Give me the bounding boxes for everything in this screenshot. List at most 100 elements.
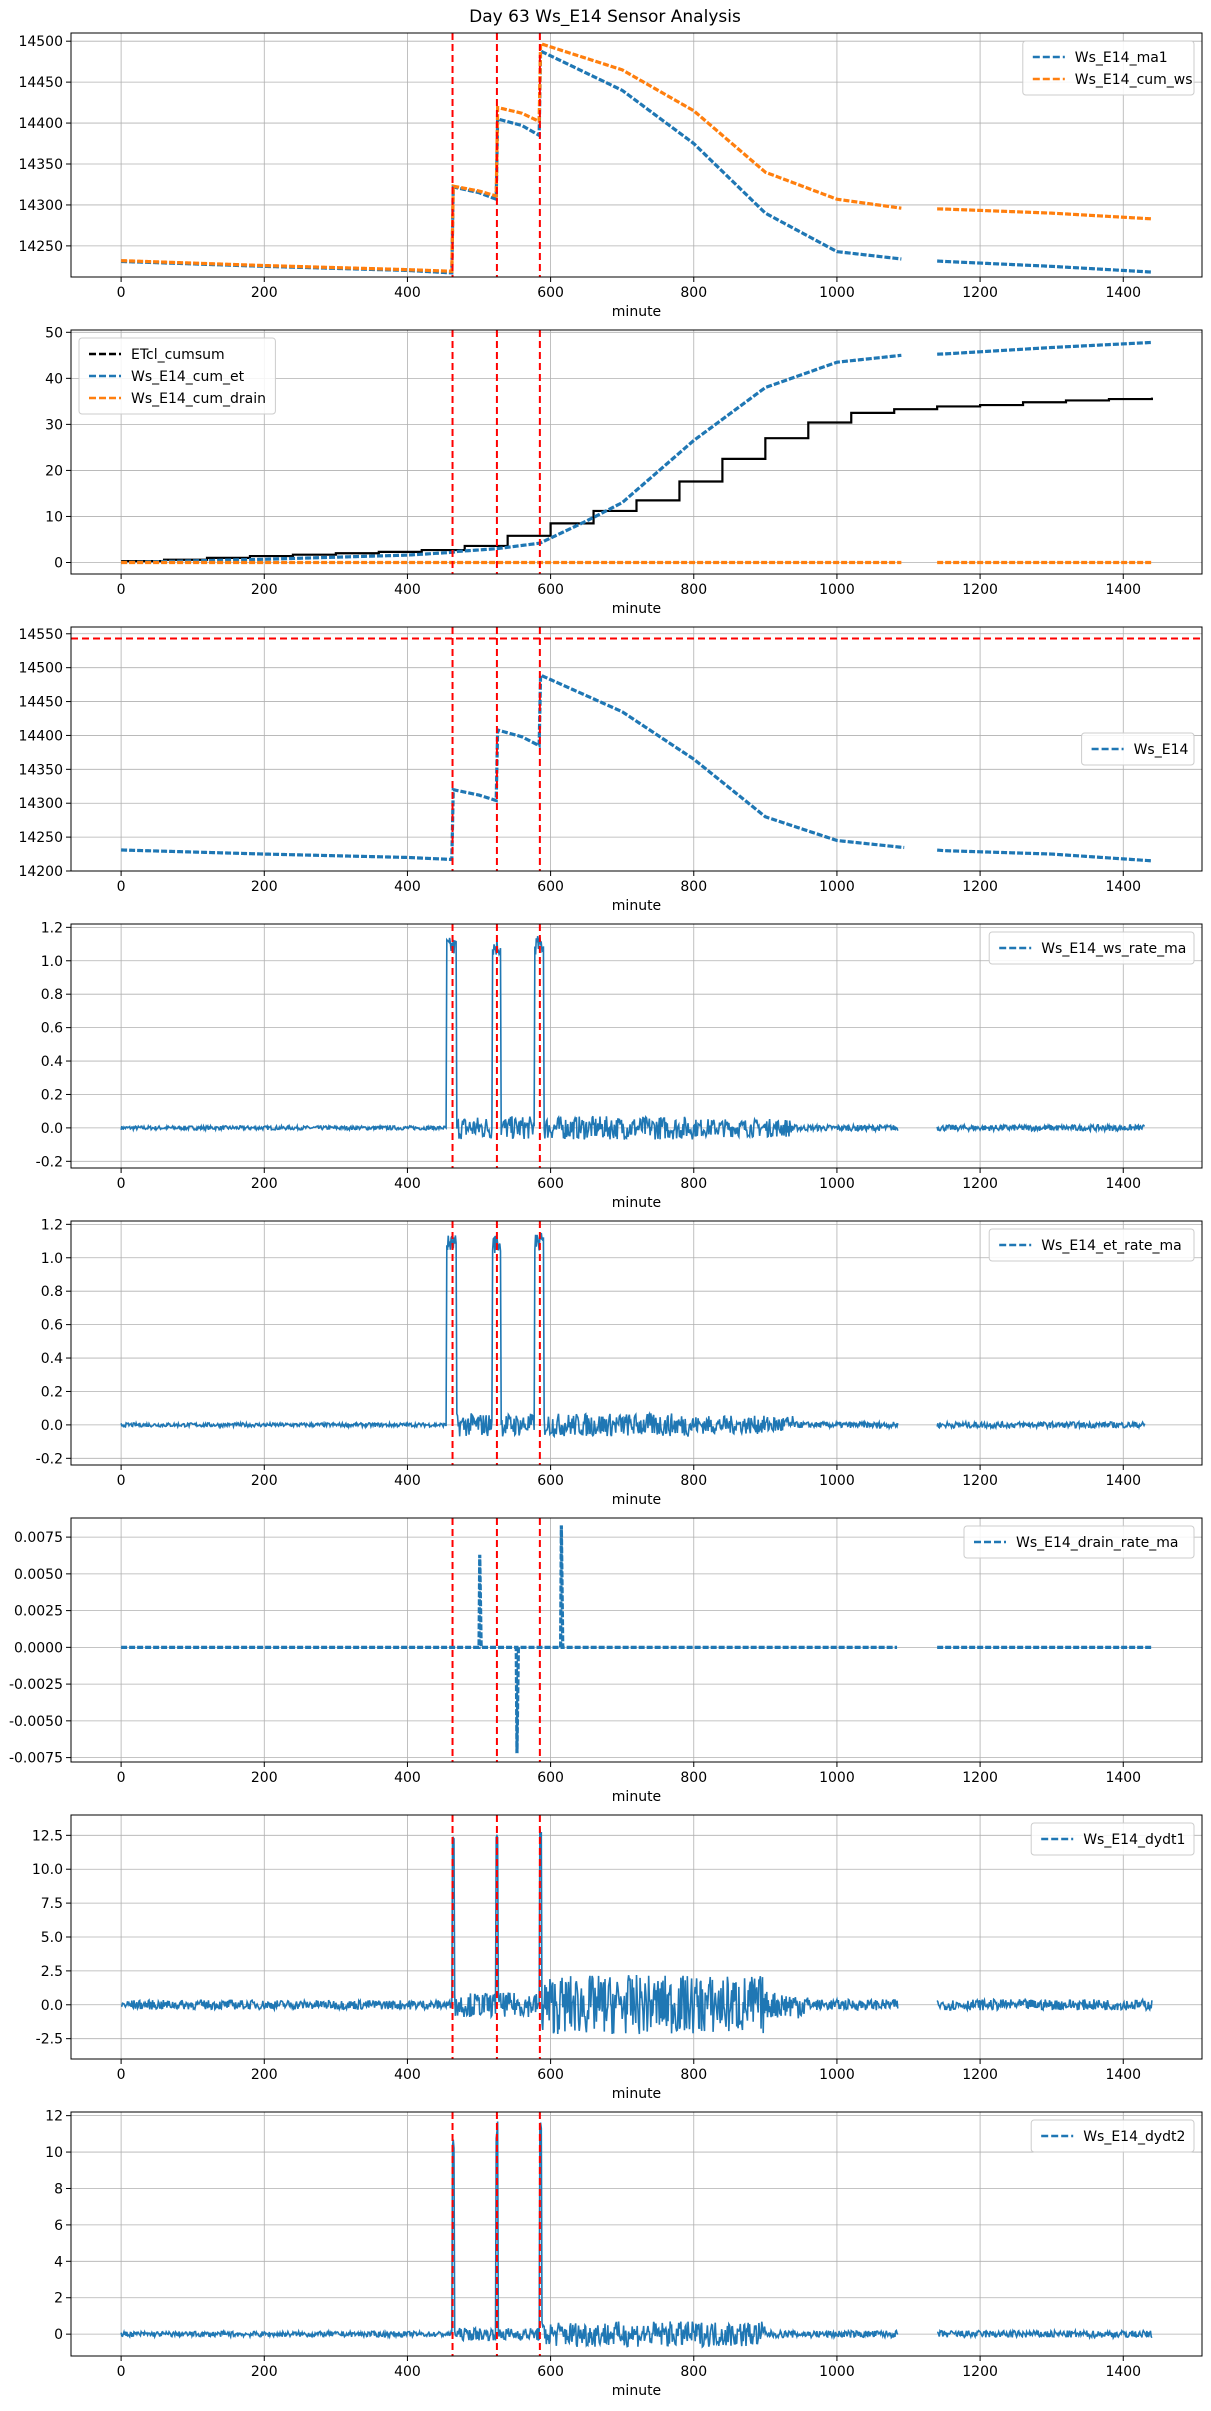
x-tick-label: 1000 [819,2067,855,2083]
legend: Ws_E14_dydt2 [1030,2119,1195,2153]
y-tick-label: 14350 [18,762,63,778]
y-tick-label: 10 [45,509,63,525]
x-tick-label: 800 [680,1473,707,1489]
x-axis-label: minute [612,1492,661,1508]
x-tick-label: 1000 [819,1473,855,1489]
plot-frame [70,2111,1203,2357]
x-tick-label: 0 [117,1176,126,1192]
x-tick-label: 200 [251,1473,278,1489]
x-tick-label: 1400 [1105,582,1141,598]
x-tick-label: 0 [117,582,126,598]
legend-label: Ws_E14_ma1 [1075,50,1168,66]
legend-label: Ws_E14_et_rate_ma [1041,1238,1182,1254]
y-tick-label: 14400 [18,116,63,132]
chart-panel-1: 0 200 400 600 800 1000 1200 1400 14250 14300 14350… [18,32,1203,320]
legend-label: Ws_E14_dydt1 [1083,1832,1185,1848]
x-tick-label: 200 [251,879,278,895]
x-tick-label: 800 [680,2067,707,2083]
series-group [121,41,1152,275]
y-tick-label: -0.0025 [9,1677,63,1693]
y-tick-label: 8 [54,2181,63,2197]
y-tick-label: -0.2 [36,1154,63,1170]
x-tick-label: 1000 [819,1770,855,1786]
legend-box [963,1525,1195,1559]
y-tick-label: 0.0 [41,1121,63,1137]
x-tick-label: 1200 [962,285,998,301]
plot-frame [70,1220,1203,1466]
legend-box [78,337,276,415]
x-tick-label: 1200 [962,582,998,598]
x-tick-label: 400 [394,1176,421,1192]
series-group [121,1828,1153,2035]
x-tick-label: 1000 [819,879,855,895]
chart-panel-6: 0 200 400 600 800 1000 1200 1400 -0.0075 -0.0050 -… [9,1517,1203,1805]
y-tick-label: 1.2 [41,1217,63,1233]
legend-label: Ws_E14_ws_rate_ma [1041,941,1186,957]
y-tick-label: 30 [45,417,63,433]
x-tick-label: 800 [680,1770,707,1786]
x-tick-label: 400 [394,1473,421,1489]
x-tick-label: 600 [537,285,564,301]
y-tick-label: 0.8 [41,987,63,1003]
x-tick-label: 1400 [1105,2067,1141,2083]
x-tick-label: 400 [394,1770,421,1786]
y-tick-label: 14250 [18,239,63,255]
x-tick-label: 200 [251,2067,278,2083]
x-tick-label: 0 [117,2067,126,2083]
plot-frame [70,1517,1203,1763]
x-tick-label: 1000 [819,285,855,301]
y-tick-label: 0.2 [41,1087,63,1103]
chart-panel-2: 0 200 400 600 800 1000 1200 1400 0 10 20 30 40 50 minu… [45,325,1203,617]
x-axis-label: minute [612,1789,661,1805]
legend: Ws_E14_ws_rate_ma [988,931,1195,965]
y-tick-label: 0 [54,555,63,571]
legend-label: Ws_E14_cum_drain [131,391,266,407]
y-tick-label: 20 [45,463,63,479]
x-tick-label: 600 [537,879,564,895]
y-tick-label: 14400 [18,728,63,744]
legend-label: Ws_E14_drain_rate_ma [1016,1535,1178,1551]
chart-panel-8: 0 200 400 600 800 1000 1200 1400 0 2 4 6 8 10 12 minute… [45,2109,1203,2399]
x-axis-label: minute [612,304,661,320]
legend-box [1081,732,1195,766]
series-group [121,340,1153,565]
x-tick-label: 1400 [1105,1473,1141,1489]
x-tick-label: 200 [251,582,278,598]
x-axis-label: minute [612,898,661,914]
y-tick-label: -0.0075 [9,1751,63,1767]
y-tick-label: -2.5 [36,2032,63,2048]
chart-panel-4: 0 200 400 600 800 1000 1200 1400 -0.2 0.0 0.2 0.4 0.… [36,920,1203,1211]
y-tick-label: 10 [45,2145,63,2161]
y-tick-label: 5.0 [41,1930,63,1946]
y-tick-label: 1.0 [41,954,63,970]
x-tick-label: 1000 [819,2364,855,2380]
x-tick-label: 600 [537,2364,564,2380]
x-axis-label: minute [612,601,661,617]
x-tick-label: 800 [680,285,707,301]
x-tick-label: 400 [394,285,421,301]
plot-frame [70,1814,1203,2060]
figure-title: Day 63 Ws_E14 Sensor Analysis [469,7,741,27]
y-tick-label: 14300 [18,198,63,214]
x-tick-label: 1400 [1105,879,1141,895]
x-tick-label: 1200 [962,2364,998,2380]
chart-panel-3: 0 200 400 600 800 1000 1200 1400 14200 14250 14300… [18,626,1203,914]
x-tick-label: 1400 [1105,1770,1141,1786]
chart-panel-5: 0 200 400 600 800 1000 1200 1400 -0.2 0.0 0.2 0.4 0.… [36,1217,1203,1508]
x-tick-label: 0 [117,879,126,895]
legend: Ws_E14_drain_rate_ma [963,1525,1195,1559]
x-axis-label: minute [612,2383,661,2399]
series-line-Ws_E14_dydt1 [121,1828,1153,2035]
y-tick-label: 40 [45,371,63,387]
x-tick-label: 400 [394,582,421,598]
x-tick-label: 600 [537,1770,564,1786]
y-tick-label: 7.5 [41,1896,63,1912]
y-tick-label: 0.0 [41,1418,63,1434]
y-tick-label: -0.0050 [9,1714,63,1730]
x-tick-label: 1200 [962,1176,998,1192]
series-line-Ws_E14_cum_ws [121,41,1152,273]
x-tick-label: 1000 [819,582,855,598]
y-tick-label: 6 [54,2218,63,2234]
series-line-Ws_E14_cum_et [121,340,1152,565]
y-tick-label: 0.0000 [14,1640,63,1656]
